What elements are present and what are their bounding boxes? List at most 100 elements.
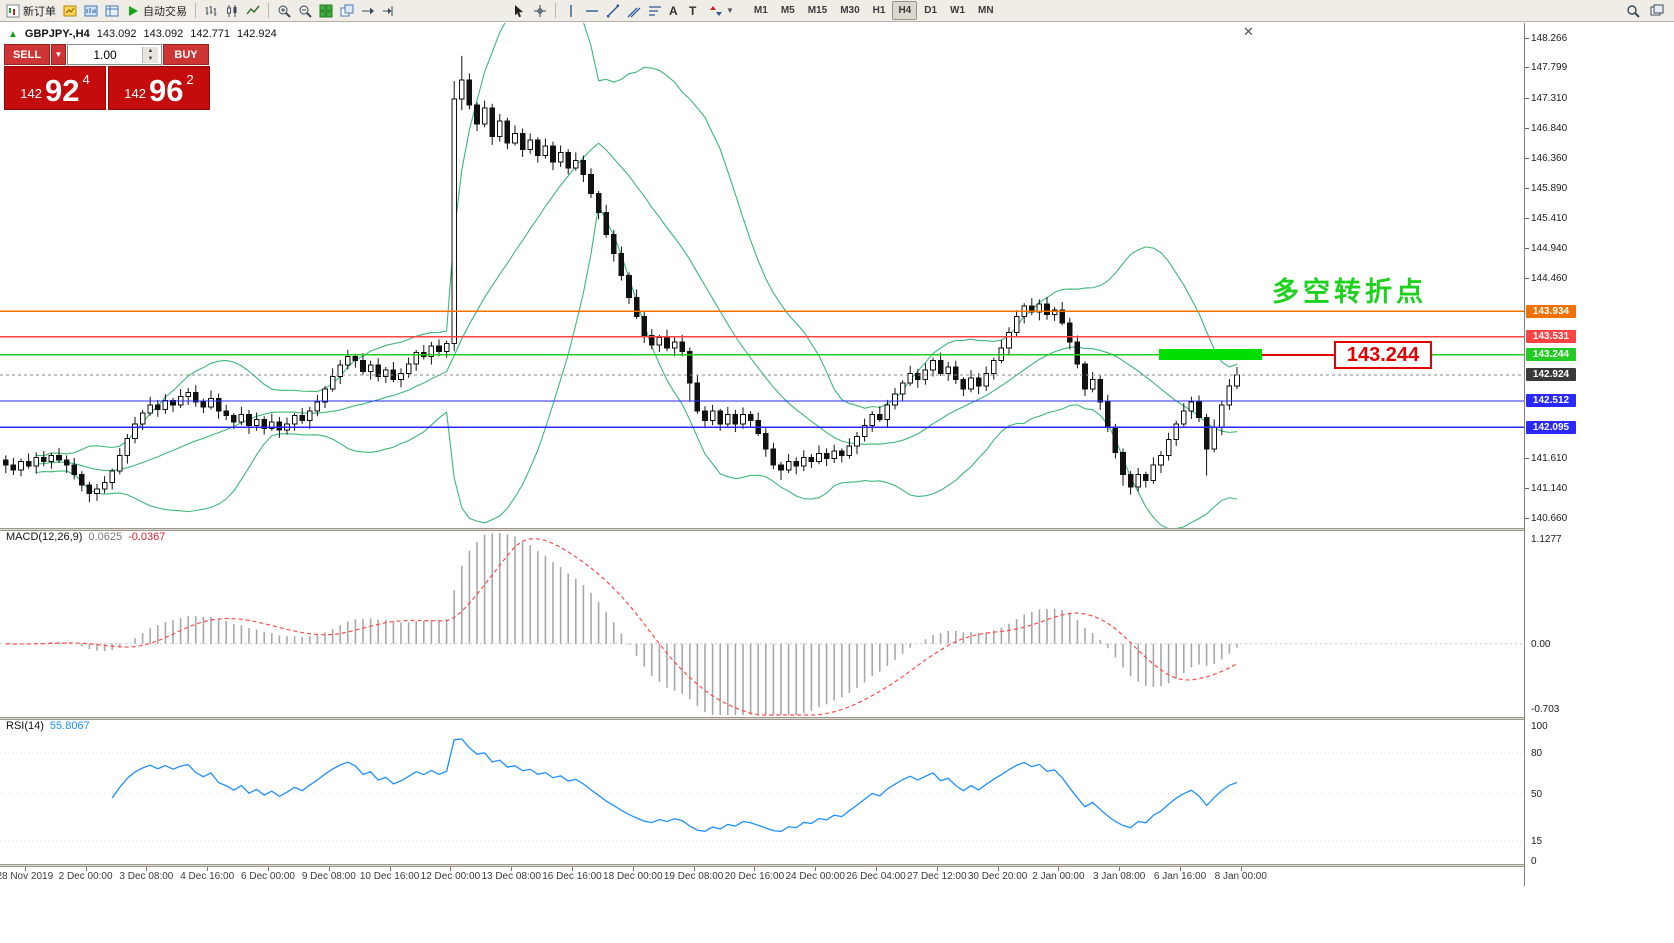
trendline-button[interactable] [603, 1, 623, 20]
level-price-tag: 142.095 [1526, 420, 1576, 434]
text-label-button[interactable]: T [689, 3, 697, 18]
tile-windows-button[interactable] [316, 1, 336, 20]
timeframe-m15[interactable]: M15 [807, 5, 828, 16]
timeframe-d1[interactable]: D1 [924, 5, 938, 16]
time-axis[interactable]: 28 Nov 2019 2 Dec 00:00 3 Dec 08:00 4 Dec 1… [0, 867, 1524, 889]
buy-button[interactable]: BUY [163, 44, 209, 65]
time-axis-tick [1119, 867, 1121, 871]
new-window-button[interactable] [1647, 1, 1667, 20]
chart-window-button[interactable] [60, 1, 80, 20]
cursor-button[interactable] [509, 1, 529, 20]
timeframe-h1[interactable]: H1 [872, 5, 886, 16]
time-axis-tick [997, 867, 999, 871]
market-watch-button[interactable] [81, 1, 101, 20]
cursor-icon [515, 4, 523, 17]
auto-trading-button[interactable]: 自动交易 [123, 1, 190, 20]
time-axis-tick [511, 867, 513, 871]
zoom-out-button[interactable] [295, 1, 315, 20]
close-icon[interactable]: ✕ [1243, 24, 1254, 39]
rsi-scale-label: 50 [1531, 788, 1543, 800]
time-axis-label: 24 Dec 00:00 [785, 871, 845, 882]
buy-pipette: 2 [186, 72, 194, 87]
bar-chart-button[interactable] [201, 1, 221, 20]
crosshair-button[interactable] [530, 1, 550, 20]
macd-scale-label: 0.00 [1531, 638, 1551, 650]
vertical-line-button[interactable] [561, 1, 581, 20]
price-axis-tick-label: 144.460 [1531, 273, 1568, 285]
time-axis-label: 30 Dec 20:00 [967, 871, 1028, 882]
timeframe-h4[interactable]: H4 [892, 1, 918, 20]
time-axis-label: 28 Nov 2019 [0, 871, 54, 882]
price-axis-tick [1525, 67, 1529, 69]
candlestick-chart-icon [227, 4, 237, 17]
sell-dropdown-button[interactable]: ▼ [51, 44, 66, 65]
main-price-chart[interactable] [0, 23, 1524, 528]
time-axis-label: 10 Dec 16:00 [359, 871, 420, 882]
horizontal-line-button[interactable] [582, 1, 602, 20]
sell-price-display[interactable]: 142 92 4 [4, 66, 106, 110]
auto-scroll-button[interactable] [358, 1, 378, 20]
zoom-out-icon [299, 5, 312, 18]
price-callout-label[interactable]: 143.244 [1334, 340, 1432, 369]
price-axis[interactable]: 148.266 147.799 147.310 146.840 146.360 145.8… [1525, 23, 1674, 886]
line-chart-icon [246, 5, 260, 14]
search-button[interactable] [1623, 1, 1643, 20]
macd-indicator-panel[interactable] [0, 531, 1524, 717]
time-axis-tick [450, 867, 452, 871]
fibonacci-button[interactable] [645, 1, 665, 20]
ohlc-close: 142.924 [237, 28, 277, 40]
text-button[interactable]: A [669, 3, 678, 18]
arrows-button[interactable]: ▼ [706, 1, 737, 20]
symbol-name: GBPJPY-,H4 [24, 28, 90, 40]
buy-price-display[interactable]: 142 96 2 [108, 66, 210, 110]
level-price-tag: 143.244 [1526, 348, 1576, 362]
candlestick-chart-button[interactable] [222, 1, 242, 20]
time-axis-tick [693, 867, 695, 871]
chart-shift-button[interactable] [379, 1, 399, 20]
time-axis-label: 2 Jan 00:00 [1032, 871, 1085, 882]
volume-box: ▲ ▼ [67, 44, 162, 65]
arrow-objects-icon [710, 5, 722, 16]
panel-resize-handle[interactable] [0, 717, 1674, 720]
time-axis-tick [815, 867, 817, 871]
price-axis-tick-label: 140.660 [1531, 512, 1568, 524]
price-axis-tick [1525, 218, 1529, 220]
time-axis-label: 19 Dec 08:00 [663, 871, 724, 882]
market-watch-icon [84, 5, 98, 16]
tick-up-icon: ▲ [8, 28, 18, 40]
timeframe-w1[interactable]: W1 [950, 5, 966, 16]
timeframe-mn[interactable]: MN [978, 5, 994, 16]
tile-windows-icon [319, 4, 333, 17]
volume-up-button[interactable]: ▲ [143, 46, 158, 55]
sell-button[interactable]: SELL [4, 44, 50, 65]
volume-down-button[interactable]: ▼ [143, 54, 158, 63]
sell-pips: 92 [44, 72, 80, 108]
timeframe-m30[interactable]: M30 [840, 5, 860, 16]
line-chart-button[interactable] [243, 1, 263, 20]
time-axis-tick [632, 867, 634, 871]
price-axis-tick [1525, 187, 1529, 189]
new-order-button[interactable]: 新订单 [3, 1, 59, 20]
rsi-indicator-panel[interactable] [0, 720, 1524, 864]
timeframe-m5[interactable]: M5 [780, 5, 795, 16]
level-highlight-rectangle[interactable] [1159, 349, 1262, 361]
time-axis-label: 4 Dec 16:00 [180, 871, 235, 882]
toolbar-separator [195, 3, 196, 18]
dropdown-caret-icon: ▼ [726, 6, 734, 15]
zoom-in-button[interactable] [274, 1, 294, 20]
time-axis-label: 13 Dec 08:00 [481, 871, 541, 882]
toolbar-separator [268, 3, 269, 18]
time-axis-label: 8 Jan 00:00 [1214, 871, 1267, 882]
price-axis-tick-label: 144.940 [1531, 242, 1568, 254]
volume-input[interactable] [68, 46, 142, 63]
chevron-down-icon: ▼ [54, 50, 63, 59]
turning-point-annotation[interactable]: 多空转折点 [1272, 277, 1427, 307]
data-window-button[interactable] [102, 1, 122, 20]
channel-button[interactable] [624, 1, 644, 20]
timeframe-m1[interactable]: M1 [753, 5, 768, 16]
panel-resize-handle[interactable] [0, 528, 1674, 531]
time-axis-label: 18 Dec 00:00 [603, 871, 663, 882]
panel-resize-handle[interactable] [0, 864, 1674, 867]
cascade-windows-button[interactable] [337, 1, 357, 20]
auto-trading-label: 自动交易 [143, 5, 187, 18]
